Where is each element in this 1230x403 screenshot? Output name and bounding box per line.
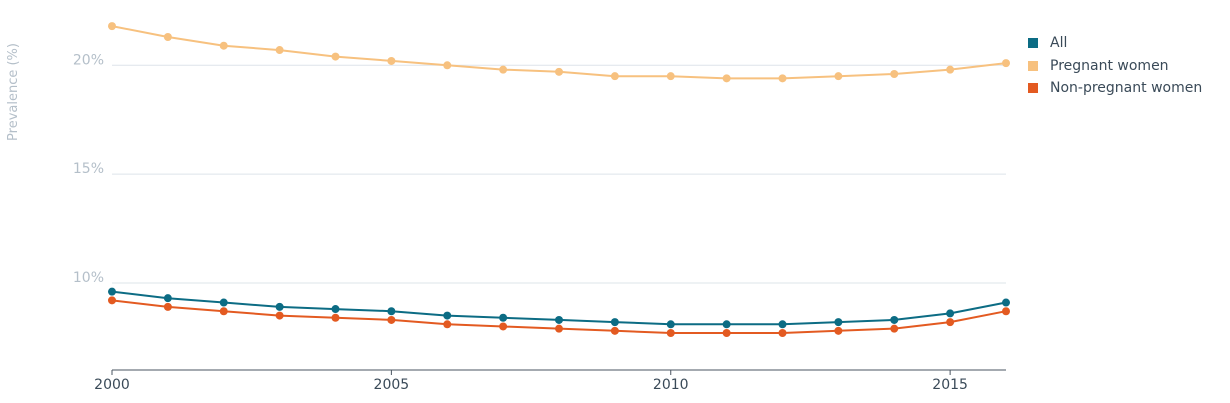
- legend-label: All: [1050, 35, 1068, 52]
- data-point-all[interactable]: [722, 320, 731, 329]
- data-point-non-pregnant-women[interactable]: [946, 318, 955, 327]
- data-point-pregnant-women[interactable]: [555, 67, 563, 76]
- x-axis: 2000 2005 2010 2015: [94, 369, 1006, 393]
- data-point-all[interactable]: [219, 298, 228, 307]
- legend: All Pregnant women Non-pregnant women: [1028, 32, 1202, 100]
- legend-label: Pregnant women: [1050, 57, 1169, 74]
- data-point-pregnant-women[interactable]: [946, 65, 955, 74]
- data-point-all[interactable]: [610, 318, 619, 327]
- data-point-pregnant-women[interactable]: [275, 46, 284, 55]
- data-point-pregnant-women[interactable]: [610, 72, 619, 81]
- data-point-non-pregnant-women[interactable]: [387, 315, 396, 324]
- data-point-non-pregnant-women[interactable]: [275, 311, 284, 320]
- data-point-non-pregnant-women[interactable]: [834, 326, 843, 335]
- data-point-pregnant-women[interactable]: [499, 65, 508, 74]
- data-point-all[interactable]: [946, 309, 955, 318]
- legend-item-pregnant-women[interactable]: Pregnant women: [1028, 55, 1202, 78]
- gridlines: 10% 15% 20%: [73, 52, 1006, 286]
- data-point-pregnant-women[interactable]: [778, 74, 787, 83]
- series-all: [108, 287, 1010, 329]
- data-point-all[interactable]: [331, 305, 340, 314]
- y-axis-label: Prevalence (%): [6, 43, 21, 141]
- data-point-all[interactable]: [1002, 298, 1010, 307]
- data-point-pregnant-women[interactable]: [219, 41, 228, 50]
- data-point-all[interactable]: [778, 320, 787, 329]
- data-point-non-pregnant-women[interactable]: [555, 324, 563, 333]
- legend-item-all[interactable]: All: [1028, 32, 1202, 55]
- data-point-all[interactable]: [387, 307, 396, 316]
- data-point-pregnant-women[interactable]: [666, 72, 675, 81]
- data-point-non-pregnant-women[interactable]: [666, 329, 675, 337]
- x-tick-label: 2015: [932, 377, 968, 393]
- x-tick-label: 2000: [94, 377, 130, 393]
- data-point-non-pregnant-women[interactable]: [610, 326, 619, 335]
- data-point-all[interactable]: [499, 313, 508, 322]
- data-point-pregnant-women[interactable]: [163, 33, 172, 41]
- data-point-pregnant-women[interactable]: [387, 56, 396, 65]
- data-point-pregnant-women[interactable]: [443, 61, 452, 70]
- x-tick-label: 2010: [653, 377, 689, 393]
- data-point-all[interactable]: [108, 287, 116, 296]
- y-tick-label: 10%: [73, 270, 104, 286]
- x-tick-label: 2005: [374, 377, 410, 393]
- series-layer: [108, 22, 1010, 337]
- data-point-pregnant-women[interactable]: [331, 52, 340, 61]
- data-point-non-pregnant-women[interactable]: [890, 324, 899, 333]
- legend-item-non-pregnant-women[interactable]: Non-pregnant women: [1028, 77, 1202, 100]
- data-point-all[interactable]: [890, 315, 899, 324]
- series-pregnant-women: [108, 22, 1010, 83]
- y-tick-label: 20%: [73, 52, 104, 68]
- data-point-all[interactable]: [443, 311, 452, 320]
- data-point-all[interactable]: [163, 294, 172, 303]
- data-point-non-pregnant-women[interactable]: [499, 322, 508, 331]
- data-point-pregnant-women[interactable]: [1002, 59, 1010, 68]
- data-point-all[interactable]: [834, 318, 843, 327]
- data-point-non-pregnant-women[interactable]: [331, 313, 340, 322]
- data-point-pregnant-women[interactable]: [722, 74, 731, 83]
- data-point-non-pregnant-women[interactable]: [219, 307, 228, 316]
- legend-swatch: [1028, 38, 1038, 49]
- data-point-all[interactable]: [275, 302, 284, 311]
- data-point-all[interactable]: [555, 315, 563, 324]
- legend-label: Non-pregnant women: [1050, 80, 1203, 97]
- y-tick-label: 15%: [73, 161, 104, 177]
- legend-swatch: [1028, 60, 1038, 71]
- data-point-pregnant-women[interactable]: [834, 72, 843, 81]
- data-point-pregnant-women[interactable]: [890, 70, 899, 78]
- data-point-non-pregnant-women[interactable]: [108, 296, 116, 305]
- data-point-non-pregnant-women[interactable]: [443, 320, 452, 329]
- data-point-non-pregnant-women[interactable]: [778, 329, 787, 337]
- data-point-non-pregnant-women[interactable]: [1002, 307, 1010, 316]
- data-point-all[interactable]: [666, 320, 675, 329]
- data-point-non-pregnant-women[interactable]: [722, 329, 731, 337]
- series-non-pregnant-women: [108, 296, 1010, 337]
- legend-swatch: [1028, 83, 1038, 94]
- data-point-non-pregnant-women[interactable]: [163, 302, 172, 311]
- data-point-pregnant-women[interactable]: [108, 22, 116, 31]
